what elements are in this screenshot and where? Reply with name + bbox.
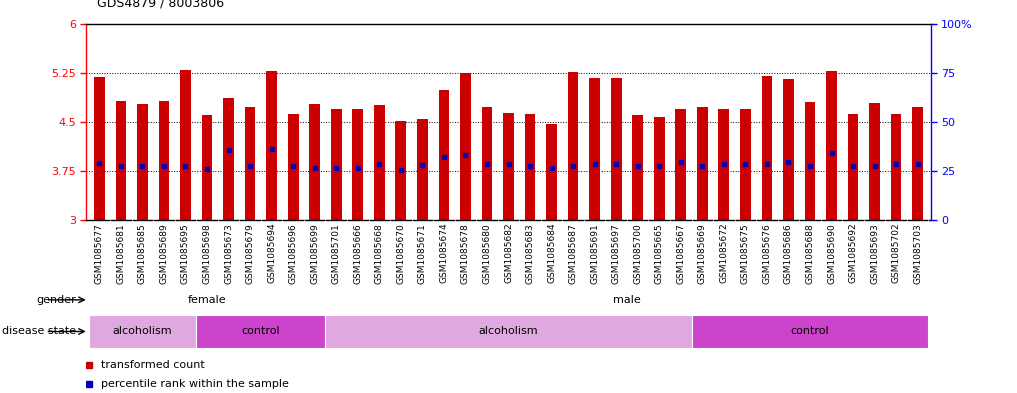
Bar bbox=[804, 102, 816, 220]
Bar bbox=[88, 315, 196, 348]
Bar bbox=[396, 121, 406, 220]
Bar bbox=[116, 101, 126, 220]
Bar bbox=[137, 104, 147, 220]
Bar bbox=[325, 315, 692, 348]
Bar bbox=[223, 97, 234, 220]
Bar bbox=[762, 76, 772, 220]
Text: gender: gender bbox=[37, 295, 76, 305]
Bar bbox=[697, 107, 708, 220]
Bar bbox=[567, 72, 579, 220]
Text: percentile rank within the sample: percentile rank within the sample bbox=[101, 378, 289, 389]
Text: disease state: disease state bbox=[2, 327, 76, 336]
Bar bbox=[438, 90, 450, 220]
Text: male: male bbox=[613, 295, 641, 305]
Bar bbox=[525, 114, 535, 220]
Bar bbox=[309, 104, 320, 220]
Bar bbox=[482, 107, 492, 220]
Text: control: control bbox=[242, 327, 280, 336]
Bar bbox=[718, 109, 729, 220]
Bar bbox=[692, 315, 929, 348]
Bar bbox=[159, 101, 170, 220]
Text: control: control bbox=[790, 327, 829, 336]
Bar bbox=[611, 78, 621, 220]
Bar bbox=[266, 71, 277, 220]
Text: transformed count: transformed count bbox=[101, 360, 204, 370]
Bar bbox=[201, 115, 213, 220]
Bar bbox=[196, 315, 325, 348]
Bar bbox=[417, 119, 428, 220]
Bar bbox=[675, 109, 686, 220]
Bar bbox=[847, 114, 858, 220]
Bar bbox=[783, 79, 794, 220]
Text: alcoholism: alcoholism bbox=[113, 327, 172, 336]
Bar bbox=[826, 72, 837, 220]
Bar bbox=[654, 117, 665, 220]
Bar bbox=[245, 107, 255, 220]
Bar bbox=[870, 103, 880, 220]
Text: GDS4879 / 8003806: GDS4879 / 8003806 bbox=[97, 0, 224, 10]
Bar bbox=[331, 109, 342, 220]
Bar bbox=[740, 109, 751, 220]
Bar bbox=[374, 105, 384, 220]
Bar bbox=[180, 70, 191, 220]
Text: alcoholism: alcoholism bbox=[479, 327, 538, 336]
Bar bbox=[633, 115, 643, 220]
Bar bbox=[891, 114, 901, 220]
Bar bbox=[589, 78, 600, 220]
Bar bbox=[352, 109, 363, 220]
Bar bbox=[912, 107, 923, 220]
Bar bbox=[94, 77, 105, 220]
Bar bbox=[288, 114, 299, 220]
Bar bbox=[503, 113, 514, 220]
Text: female: female bbox=[188, 295, 227, 305]
Bar bbox=[546, 124, 557, 220]
Bar bbox=[460, 73, 471, 220]
